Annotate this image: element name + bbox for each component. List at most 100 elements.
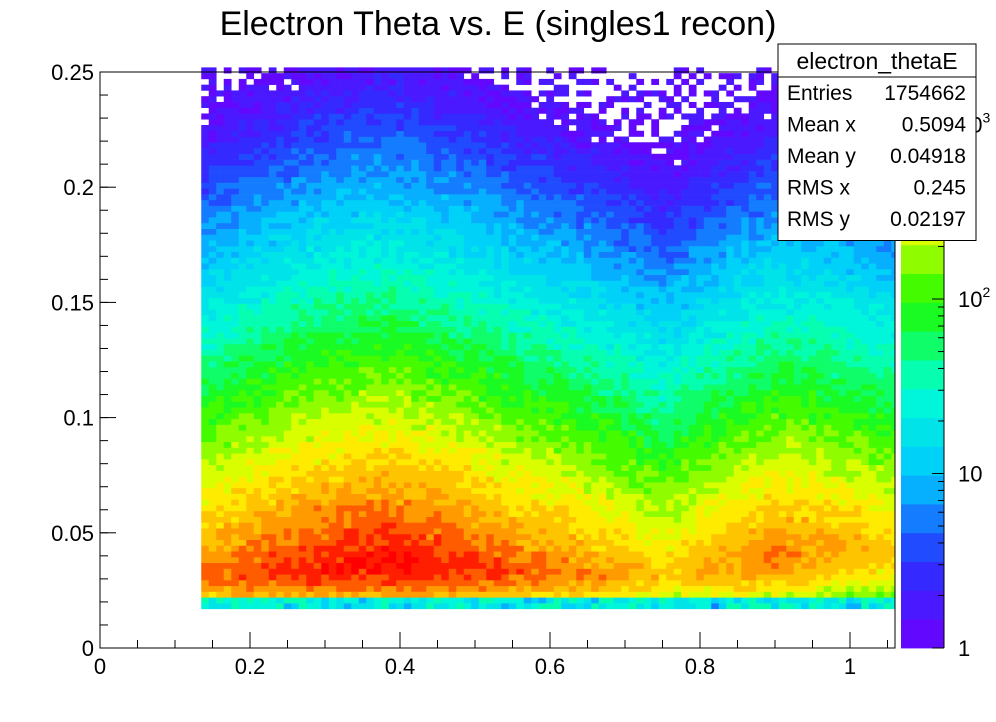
- heatmap-bin: [448, 286, 457, 293]
- heatmap-bin: [523, 459, 532, 466]
- heatmap-bin: [358, 153, 367, 160]
- heatmap-bin: [366, 280, 375, 287]
- heatmap-bin: [426, 274, 435, 281]
- heatmap-bin: [216, 574, 225, 581]
- heatmap-bin: [531, 591, 540, 598]
- heatmap-bin: [411, 447, 420, 454]
- heatmap-bin: [471, 90, 480, 97]
- heatmap-bin: [373, 205, 382, 212]
- heatmap-bin: [261, 430, 270, 437]
- heatmap-bin: [456, 124, 465, 132]
- heatmap-bin: [298, 136, 307, 143]
- heatmap-bin: [298, 361, 307, 368]
- heatmap-bin: [298, 366, 307, 373]
- heatmap-bin: [381, 78, 390, 85]
- heatmap-bin: [463, 516, 472, 523]
- heatmap-bin: [426, 338, 435, 345]
- heatmap-bin: [516, 309, 525, 316]
- heatmap-bin: [373, 476, 382, 483]
- heatmap-bin: [246, 551, 255, 558]
- heatmap-bin: [471, 263, 480, 270]
- heatmap-bin: [538, 194, 547, 201]
- heatmap-bin: [486, 476, 495, 483]
- heatmap-bin: [283, 309, 292, 316]
- heatmap-bin: [523, 182, 532, 189]
- heatmap-bin: [583, 90, 592, 97]
- heatmap-bin: [283, 153, 292, 160]
- heatmap-bin: [493, 222, 502, 229]
- heatmap-bin: [381, 182, 390, 189]
- heatmap-bin: [306, 84, 315, 91]
- heatmap-bin: [283, 418, 292, 425]
- heatmap-bin: [478, 171, 487, 178]
- heatmap-bin: [231, 574, 240, 581]
- heatmap-bin: [268, 199, 277, 206]
- heatmap-bin: [591, 171, 600, 178]
- heatmap-bin: [268, 274, 277, 281]
- heatmap-bin: [546, 389, 555, 397]
- heatmap-bin: [463, 522, 472, 529]
- heatmap-bin: [576, 464, 585, 471]
- heatmap-bin: [388, 459, 397, 466]
- heatmap-bin: [351, 533, 360, 541]
- heatmap-bin: [516, 453, 525, 460]
- heatmap-bin: [306, 424, 315, 431]
- heatmap-bin: [231, 568, 240, 575]
- heatmap-bin: [441, 96, 450, 103]
- heatmap-bin: [471, 447, 480, 454]
- heatmap-bin: [463, 464, 472, 471]
- heatmap-bin: [276, 580, 285, 587]
- heatmap-bin: [253, 78, 262, 85]
- heatmap-bin: [463, 603, 472, 610]
- heatmap-bin: [366, 194, 375, 201]
- heatmap-bin: [456, 343, 465, 350]
- heatmap-bin: [426, 510, 435, 517]
- heatmap-bin: [366, 309, 375, 316]
- heatmap-bin: [471, 412, 480, 420]
- heatmap-bin: [358, 84, 367, 91]
- heatmap-bin: [591, 580, 600, 587]
- heatmap-bin: [283, 228, 292, 235]
- heatmap-bin: [456, 493, 465, 500]
- heatmap-bin: [208, 124, 217, 132]
- heatmap-bin: [381, 499, 390, 506]
- heatmap-bin: [546, 424, 555, 431]
- heatmap-bin: [358, 268, 367, 276]
- heatmap-bin: [298, 378, 307, 385]
- heatmap-bin: [456, 430, 465, 437]
- heatmap-bin: [493, 464, 502, 471]
- heatmap-bin: [253, 124, 262, 132]
- heatmap-bin: [351, 263, 360, 270]
- heatmap-bin: [456, 217, 465, 224]
- heatmap-bin: [448, 188, 457, 195]
- heatmap-bin: [433, 551, 442, 558]
- heatmap-bin: [433, 384, 442, 391]
- heatmap-bin: [538, 326, 547, 333]
- heatmap-bin: [508, 245, 517, 253]
- heatmap-bin: [291, 430, 300, 437]
- heatmap-bin: [216, 119, 225, 126]
- heatmap-bin: [291, 378, 300, 385]
- heatmap-bin: [366, 73, 375, 80]
- heatmap-bin: [246, 90, 255, 97]
- heatmap-bin: [441, 257, 450, 264]
- heatmap-bin: [568, 603, 577, 610]
- heatmap-bin: [283, 142, 292, 149]
- heatmap-bin: [456, 533, 465, 541]
- heatmap-bin: [553, 101, 562, 109]
- heatmap-bin: [441, 124, 450, 132]
- heatmap-bin: [381, 412, 390, 420]
- heatmap-bin: [231, 470, 240, 477]
- heatmap-bin: [471, 159, 480, 166]
- heatmap-bin: [208, 459, 217, 466]
- heatmap-bin: [238, 297, 247, 304]
- heatmap-bin: [291, 453, 300, 460]
- heatmap-bin: [433, 395, 442, 402]
- heatmap-bin: [508, 539, 517, 546]
- heatmap-bin: [366, 580, 375, 587]
- heatmap-bin: [313, 343, 322, 350]
- heatmap-bin: [261, 355, 270, 362]
- heatmap-bin: [553, 280, 562, 287]
- heatmap-bin: [351, 130, 360, 137]
- heatmap-bin: [538, 476, 547, 483]
